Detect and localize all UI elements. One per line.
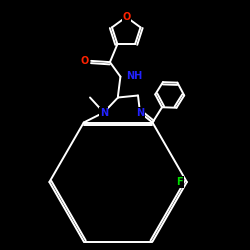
Text: F: F [176,177,183,187]
Text: N: N [136,108,144,118]
Text: O: O [122,12,130,22]
Text: NH: NH [126,71,142,81]
Text: N: N [100,108,108,118]
Text: O: O [80,56,89,66]
